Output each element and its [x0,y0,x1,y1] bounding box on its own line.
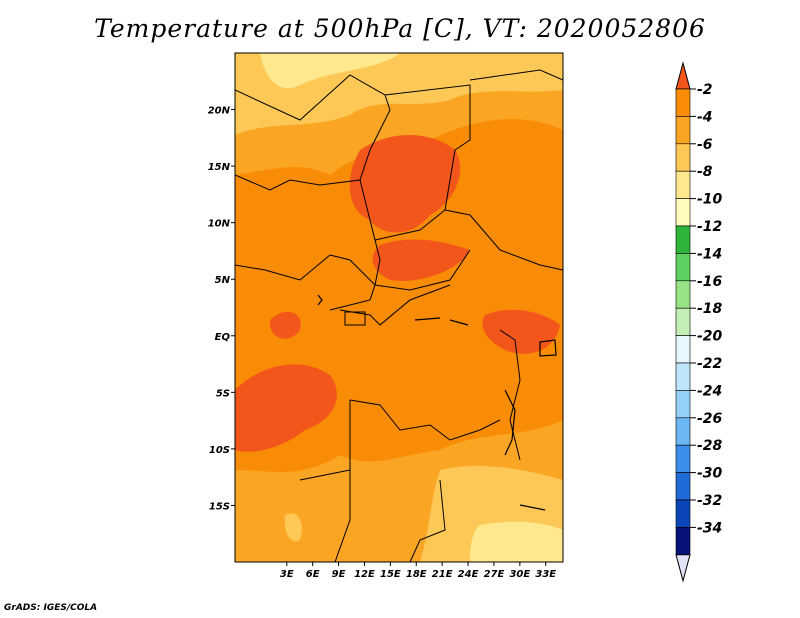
colorbar-label: -18 [697,301,723,317]
colorbar-box [675,280,691,309]
colorbar-bottom-arrow [675,554,691,583]
x-tick-label: 27E [484,569,505,580]
colorbar-label: -24 [697,383,722,399]
x-tick-label: 12E [354,569,375,580]
country-borders [235,69,563,562]
y-tick-label: 20N [208,106,231,117]
colorbar-label: -28 [697,438,723,454]
colorbar-box [675,417,691,446]
field-warm-patch-chad [349,135,461,233]
colorbar-box [675,307,691,336]
y-tick-label: EQ [215,332,231,343]
y-tick-label: 5N [215,275,231,286]
x-tick-label: 33E [535,569,556,580]
colorbar-label: -8 [697,164,713,180]
colorbar-label: -10 [697,192,723,208]
colorbar-box [675,170,691,199]
colorbar-box [675,499,691,528]
colorbar: -2 -4 -6 -8 -10 -12 -14 -16 -18 -20 -22 -24 -26 -28 -3… [675,61,723,583]
field-cool-patch-far-south [470,521,563,562]
colorbar-box [675,143,691,172]
colorbar-top-arrow [675,61,691,90]
colorbar-label: -2 [697,82,713,98]
colorbar-box [675,225,691,254]
y-tick-label: 10S [209,445,230,456]
colorbar-box [675,472,691,501]
colorbar-box [675,444,691,473]
x-tick-label: 15E [380,569,401,580]
colorbar-label: -22 [697,356,722,372]
colorbar-box [675,116,691,145]
colorbar-box [675,253,691,282]
colorbar-label: -14 [697,246,722,262]
chart-title: Temperature at 500hPa [C], VT: 202005280… [94,14,706,43]
colorbar-box [675,88,691,117]
grads-credit: GrADS: IGES/COLA [4,603,98,613]
x-tick-label: 30E [509,569,530,580]
temperature-field [235,53,563,562]
field-warm-patch-gabon [235,364,337,452]
field-cool-patch-angola [284,513,302,542]
colorbar-box [675,527,691,556]
colorbar-box [675,390,691,419]
field-band-far-north [260,53,400,89]
plot-frame [234,52,564,563]
colorbar-box [675,335,691,364]
colorbar-label: -4 [697,109,713,125]
colorbar-label: -12 [697,219,722,235]
colorbar-label: -32 [697,493,722,509]
field-warm-patch-west [269,311,301,339]
field-warm-patch-car [372,239,470,281]
x-tick-label: 9E [332,569,346,580]
colorbar-box [675,362,691,391]
colorbar-label: -30 [697,466,723,482]
y-tick-label: 15N [208,162,231,173]
x-axis: 3E 6E 9E 12E 15E 18E 21E 24E 27E 30E 33E [280,562,556,580]
y-tick-label: 10N [208,219,231,230]
x-tick-label: 6E [306,569,320,580]
colorbar-label: -26 [697,411,723,427]
lakes-and-coast [317,294,557,511]
colorbar-label: -16 [697,274,723,290]
y-tick-label: 15S [209,501,230,512]
x-tick-label: 21E [432,569,453,580]
y-tick-label: 5S [216,388,230,399]
colorbar-label: -6 [697,137,713,153]
x-tick-label: 24E [458,569,479,580]
colorbar-box [675,198,691,227]
colorbar-label: -20 [697,329,723,345]
x-tick-label: 18E [406,569,427,580]
x-tick-label: 3E [280,569,294,580]
colorbar-label: -34 [697,520,722,536]
y-axis: 20N 15N 10N 5N EQ 5S 10S 15S [208,106,235,512]
